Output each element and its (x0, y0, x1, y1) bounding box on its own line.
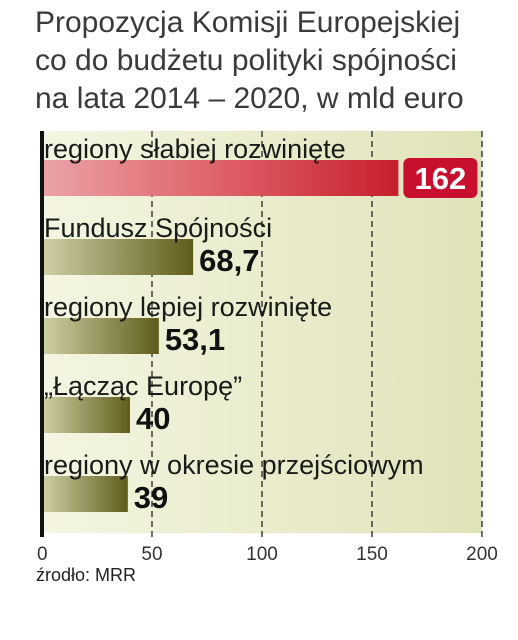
x-tick-label: 100 (246, 544, 278, 565)
source-note: źrodło: MRR (36, 565, 137, 585)
category-label: regiony w okresie przejściowym (44, 450, 424, 480)
value-label: 68,7 (199, 243, 259, 278)
x-tick-label: 50 (141, 544, 162, 565)
category-label: Fundusz Spójności (44, 213, 272, 243)
bar-1 (42, 239, 194, 275)
value-badge (403, 158, 478, 198)
title-line-3: na lata 2014 – 2020, w mld euro (35, 82, 464, 115)
x-tick-label: 200 (466, 544, 498, 565)
category-label: regiony słabiej rozwinięte (44, 134, 346, 164)
value-label: 39 (134, 480, 168, 515)
title-line-2: co do budżetu polityki spójności (35, 44, 457, 77)
x-tick-label: 0 (37, 544, 48, 565)
value-label: 53,1 (165, 322, 225, 357)
value-label: 40 (136, 401, 170, 436)
value-label: 162 (415, 161, 467, 196)
category-label: regiony lepiej rozwinięte (44, 292, 332, 322)
bar-4 (42, 476, 128, 512)
category-label: „Łącząc Europę” (44, 371, 242, 401)
x-tick-label: 150 (356, 544, 388, 565)
bar-0 (42, 160, 399, 196)
bar-3 (42, 397, 130, 433)
title-line-1: Propozycja Komisji Europejskiej (35, 6, 461, 39)
bar-2 (42, 318, 159, 354)
chart-title: Propozycja Komisji Europejskiej co do bu… (35, 4, 513, 118)
